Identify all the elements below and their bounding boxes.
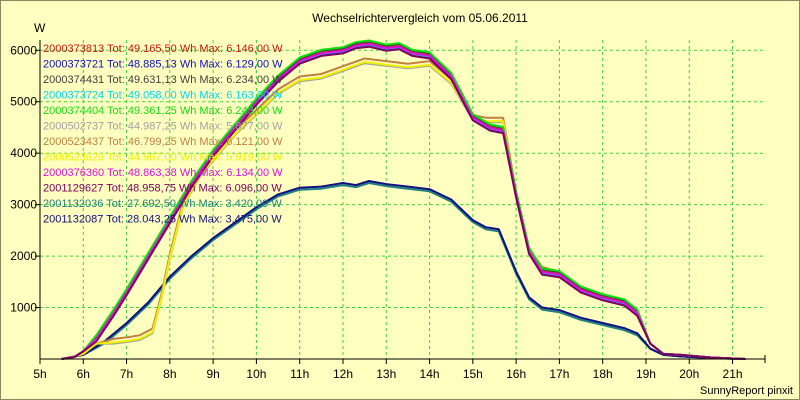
y-tick-label: 2000 bbox=[10, 249, 37, 263]
axes: 5h 6h 7h 8h 9h 10h 11h 12h 13h 14h 15h 16h 17h 18h 19h… bbox=[10, 40, 766, 381]
x-tick-label: 13h bbox=[376, 367, 396, 381]
chart-title: Wechselrichtervergleich vom 05.06.2011 bbox=[312, 11, 528, 25]
y-tick-label: 3000 bbox=[10, 198, 37, 212]
legend-entry: 2001132087 Tot: 28.043,25 Wh Max: 3.475,… bbox=[43, 214, 282, 226]
legend-entry: 2000374431 Tot: 49.631,13 Wh Max: 6.234,… bbox=[43, 74, 283, 86]
series-line-12 bbox=[61, 180, 746, 360]
legend: 2000373813 Tot: 49.165,50 Wh Max: 6.146,… bbox=[43, 43, 283, 226]
legend-entry: 2000373724 Tot: 49.058,00 Wh Max: 6.163,… bbox=[43, 90, 283, 102]
grid bbox=[40, 40, 765, 359]
x-tick-label: 10h bbox=[246, 367, 266, 381]
x-tick-label: 8h bbox=[163, 367, 176, 381]
x-tick-label: 20h bbox=[679, 367, 699, 381]
x-tick-label: 6h bbox=[77, 367, 90, 381]
x-tick-label: 12h bbox=[333, 367, 353, 381]
y-tick-label: 6000 bbox=[10, 43, 37, 57]
y-tick-label: 1000 bbox=[10, 301, 37, 315]
x-tick-label: 16h bbox=[506, 367, 526, 381]
series-layer bbox=[61, 39, 746, 360]
x-tick-label: 9h bbox=[206, 367, 219, 381]
legend-entry: 2000376360 Tot: 48.863,38 Wh Max: 6.134,… bbox=[43, 167, 283, 179]
legend-entry: 2001132036 Tot: 27.692,50 Wh Max: 3.420,… bbox=[43, 198, 282, 210]
series-line-10 bbox=[61, 45, 746, 360]
series-line-11 bbox=[61, 182, 746, 360]
x-tick-label: 21h bbox=[723, 367, 743, 381]
legend-entry: 2000374404 Tot: 49.361,25 Wh Max: 6.243,… bbox=[43, 105, 283, 117]
series-line-9 bbox=[61, 43, 746, 360]
x-tick-label: 11h bbox=[290, 367, 309, 381]
x-tick-label: 5h bbox=[33, 367, 46, 381]
legend-entry: 2000523437 Tot: 46.799,25 Wh Max: 6.121,… bbox=[43, 136, 283, 148]
y-tick-label: 4000 bbox=[10, 146, 37, 160]
legend-entry: 2000373813 Tot: 49.165,50 Wh Max: 6.146,… bbox=[43, 43, 283, 55]
y-axis-unit: W bbox=[34, 21, 46, 35]
footer-credit: SunnyReport pinxit bbox=[700, 385, 793, 397]
legend-entry: 2000502737 Tot: 44.987,25 Wh Max: 5.877,… bbox=[43, 121, 283, 133]
legend-entry: 2000373721 Tot: 48.885,13 Wh Max: 6.129,… bbox=[43, 59, 283, 71]
series-line-5 bbox=[61, 39, 746, 360]
x-tick-label: 17h bbox=[549, 367, 569, 381]
x-tick-label: 14h bbox=[420, 367, 440, 381]
x-tick-label: 15h bbox=[463, 367, 483, 381]
y-tick-label: 5000 bbox=[10, 95, 37, 109]
legend-entry: 2000523629 Tot: 44.967,00 Wh Max: 5.919,… bbox=[43, 152, 283, 164]
x-tick-label: 19h bbox=[636, 367, 656, 381]
legend-entry: 2001129627 Tot: 48.958,75 Wh Max: 6.096,… bbox=[43, 183, 282, 195]
x-tick-label: 18h bbox=[593, 367, 613, 381]
x-tick-label: 7h bbox=[120, 367, 133, 381]
